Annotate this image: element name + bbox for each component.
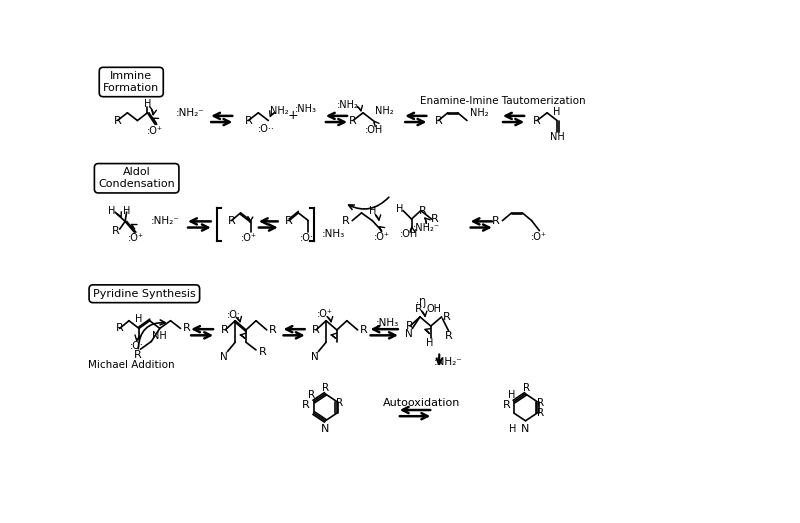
Text: R: R [183, 323, 190, 333]
Text: H: H [123, 206, 130, 215]
Text: R: R [538, 398, 545, 408]
Text: R: R [308, 390, 315, 401]
Text: R: R [406, 321, 414, 331]
Text: R: R [430, 214, 438, 224]
Text: :NH₃: :NH₃ [322, 229, 345, 238]
Text: R: R [523, 383, 530, 393]
Text: :OH: :OH [400, 229, 418, 238]
Text: NH₂: NH₂ [375, 106, 394, 116]
Text: R: R [534, 116, 541, 126]
Text: R: R [269, 325, 277, 335]
Text: :O⁺: :O⁺ [241, 233, 257, 243]
Text: :O⁺: :O⁺ [147, 126, 163, 137]
Text: R: R [419, 206, 427, 215]
Text: R: R [222, 325, 229, 335]
Text: R: R [538, 408, 545, 418]
Text: :O··: :O·· [258, 124, 274, 134]
Text: R: R [349, 116, 357, 126]
Text: R: R [245, 116, 252, 126]
Text: R: R [445, 331, 452, 341]
Text: NH₂: NH₂ [270, 106, 289, 116]
Text: :NH₂⁻: :NH₂⁻ [176, 108, 205, 118]
Text: R: R [312, 325, 320, 335]
Text: N: N [321, 424, 330, 434]
Text: :OH: :OH [365, 125, 383, 135]
Text: R: R [302, 401, 310, 411]
Text: R: R [112, 225, 120, 236]
Text: :O⁺: :O⁺ [128, 233, 144, 243]
Text: R: R [414, 304, 422, 314]
Text: :NH₃: :NH₃ [375, 318, 398, 328]
Text: :NH₂: :NH₂ [337, 100, 358, 110]
Text: :NH₂⁻: :NH₂⁻ [150, 215, 179, 225]
Text: Aldol
Condensation: Aldol Condensation [98, 167, 175, 189]
Text: :NH₃: :NH₃ [295, 104, 317, 114]
Text: R: R [502, 401, 510, 411]
Text: R: R [227, 215, 235, 225]
Text: ·Ŋ̇: ·Ŋ̇ [415, 298, 426, 308]
Text: H: H [144, 99, 151, 109]
Text: N: N [522, 424, 530, 434]
Text: R: R [259, 347, 267, 357]
Text: :O:: :O: [226, 310, 241, 320]
Text: H: H [509, 424, 516, 434]
Text: H: H [426, 338, 433, 348]
Text: :O⁺: :O⁺ [374, 232, 390, 242]
Text: R: R [286, 215, 293, 225]
Text: Ṅ: Ṅ [310, 352, 318, 362]
Text: OH: OH [427, 304, 442, 314]
Text: :O:: :O: [300, 233, 314, 243]
Text: H: H [134, 314, 142, 324]
Text: Michael Addition: Michael Addition [88, 360, 174, 370]
Text: R: R [116, 323, 124, 333]
Text: Immine
Formation: Immine Formation [103, 71, 159, 93]
Text: NH₂: NH₂ [470, 108, 489, 118]
Text: R: R [492, 215, 500, 225]
Text: :NH₂⁻: :NH₂⁻ [413, 223, 440, 233]
Text: N: N [220, 352, 227, 362]
Text: H: H [508, 390, 515, 401]
Text: H: H [107, 206, 115, 215]
Text: R: R [114, 116, 122, 126]
Text: Enamine-Imine Tautomerization: Enamine-Imine Tautomerization [419, 96, 586, 106]
Text: R: R [322, 383, 329, 393]
Text: R: R [335, 398, 342, 408]
Text: Pyridine Synthesis: Pyridine Synthesis [93, 289, 196, 299]
Text: NH: NH [152, 331, 167, 341]
Text: H: H [554, 107, 561, 117]
Text: :O:: :O: [130, 341, 144, 351]
Text: :NH₂⁻: :NH₂⁻ [434, 357, 463, 367]
Text: H: H [369, 207, 376, 217]
Text: R: R [434, 116, 442, 126]
Text: :O⁺: :O⁺ [531, 232, 547, 242]
Text: N: N [405, 329, 412, 339]
Text: NH: NH [550, 132, 566, 142]
Text: R: R [134, 350, 142, 360]
Text: R: R [342, 215, 350, 225]
Text: R: R [443, 312, 451, 322]
Text: Autooxidation: Autooxidation [383, 398, 460, 408]
Text: H: H [395, 204, 403, 214]
Text: R: R [360, 325, 368, 335]
Text: +: + [288, 109, 298, 122]
Text: :O⁺: :O⁺ [317, 309, 333, 319]
